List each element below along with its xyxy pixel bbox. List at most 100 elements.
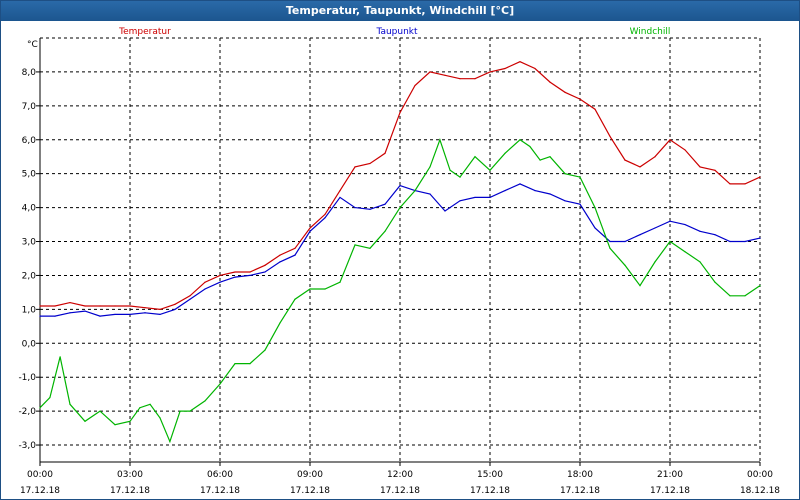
data-point-windchill — [684, 251, 686, 253]
data-point-taupunkt — [624, 240, 626, 243]
data-point-temperatur — [504, 67, 506, 70]
data-point-temperatur — [309, 227, 311, 229]
data-point-taupunkt — [549, 193, 551, 195]
x-tick-time: 12:00 — [387, 470, 413, 480]
data-point-taupunkt — [264, 271, 266, 273]
data-point-windchill — [564, 173, 566, 175]
data-point-windchill — [159, 417, 161, 419]
data-point-temperatur — [729, 183, 731, 185]
y-tick-label: -2,0 — [18, 407, 36, 417]
data-point-temperatur — [414, 84, 416, 87]
data-point-taupunkt — [84, 310, 86, 312]
legend-item-windchill: Windchill — [630, 27, 671, 37]
data-point-taupunkt — [309, 230, 311, 232]
data-point-taupunkt — [519, 183, 521, 185]
data-point-windchill — [59, 356, 61, 358]
x-tick-date: 17.12.18 — [560, 486, 600, 496]
data-point-taupunkt — [744, 240, 746, 243]
data-point-windchill — [49, 396, 51, 399]
data-point-temperatur — [609, 135, 611, 137]
data-point-windchill — [339, 281, 341, 283]
data-point-temperatur — [459, 78, 461, 80]
y-tick-label: 3,0 — [22, 238, 37, 248]
data-point-temperatur — [39, 305, 41, 307]
data-point-windchill — [624, 264, 626, 266]
data-point-windchill — [324, 288, 326, 290]
data-point-taupunkt — [654, 227, 656, 229]
data-point-windchill — [99, 410, 101, 412]
data-point-taupunkt — [99, 315, 101, 317]
data-point-windchill — [539, 159, 541, 161]
data-point-temperatur — [654, 156, 656, 158]
data-point-temperatur — [399, 112, 401, 114]
data-point-taupunkt — [204, 288, 206, 290]
x-axis-labels: 00:00 17.12.18 03:00 17.12.18 06:00 17.12.18 0… — [20, 470, 780, 496]
data-point-taupunkt — [684, 223, 686, 226]
data-point-windchill — [744, 295, 746, 297]
data-point-windchill — [204, 400, 206, 402]
x-tick-time: 00:00 — [27, 470, 53, 480]
data-point-taupunkt — [339, 196, 341, 199]
data-point-windchill — [354, 244, 356, 246]
data-point-temperatur — [99, 305, 101, 307]
y-tick-label: 0,0 — [22, 339, 37, 349]
data-point-windchill — [249, 363, 251, 365]
data-point-windchill — [279, 322, 281, 324]
x-tick-time: 18:00 — [567, 470, 593, 480]
data-point-taupunkt — [699, 230, 701, 232]
data-point-taupunkt — [279, 261, 281, 263]
data-point-temperatur — [114, 305, 116, 307]
data-point-temperatur — [519, 61, 521, 63]
data-point-windchill — [294, 298, 296, 300]
data-point-temperatur — [579, 98, 581, 100]
data-point-temperatur — [294, 247, 296, 249]
data-point-temperatur — [174, 303, 176, 305]
data-point-temperatur — [249, 271, 251, 273]
data-point-temperatur — [564, 91, 566, 93]
data-point-windchill — [39, 407, 41, 409]
data-point-taupunkt — [294, 254, 296, 256]
y-tick-label: 4,0 — [22, 204, 37, 214]
data-point-windchill — [459, 176, 461, 178]
data-point-taupunkt — [459, 200, 461, 202]
legend-item-taupunkt: Taupunkt — [375, 27, 418, 37]
data-point-temperatur — [204, 281, 206, 283]
data-point-temperatur — [159, 308, 161, 310]
data-point-temperatur — [549, 81, 551, 83]
y-axis-labels: 8,0 7,0 6,0 5,0 4,0 3,0 2,0 1,0 0,0 -1,0 -2,0 -3,0 °… — [18, 40, 37, 451]
data-point-windchill — [714, 281, 716, 283]
data-point-taupunkt — [639, 234, 641, 236]
data-point-windchill — [489, 169, 491, 171]
data-point-taupunkt — [69, 312, 71, 314]
data-point-windchill — [264, 349, 266, 351]
y-tick-label: -3,0 — [18, 441, 36, 451]
data-point-temperatur — [84, 305, 86, 307]
x-tick-date: 17.12.18 — [290, 486, 330, 496]
data-point-taupunkt — [219, 281, 221, 283]
x-tick-date: 18.12.18 — [740, 486, 780, 496]
data-point-taupunkt — [369, 208, 371, 210]
data-point-windchill — [699, 261, 701, 263]
data-point-temperatur — [699, 166, 701, 168]
data-point-temperatur — [324, 213, 326, 215]
data-point-windchill — [179, 410, 181, 412]
data-point-temperatur — [369, 162, 371, 165]
data-point-temperatur — [444, 74, 446, 76]
data-point-temperatur — [144, 307, 146, 309]
data-point-taupunkt — [384, 203, 386, 205]
y-tick-label: -1,0 — [18, 373, 36, 383]
data-point-temperatur — [234, 271, 236, 273]
series-group — [39, 61, 761, 444]
data-point-taupunkt — [534, 190, 536, 192]
x-tick-date: 17.12.18 — [650, 486, 690, 496]
data-point-temperatur — [264, 264, 266, 266]
data-point-windchill — [654, 261, 656, 263]
data-point-taupunkt — [159, 313, 161, 316]
data-point-taupunkt — [729, 240, 731, 243]
data-point-temperatur — [684, 149, 686, 151]
data-point-windchill — [639, 285, 641, 287]
data-point-windchill — [669, 240, 671, 243]
x-tick-time: 09:00 — [297, 470, 323, 480]
data-point-windchill — [129, 420, 131, 422]
